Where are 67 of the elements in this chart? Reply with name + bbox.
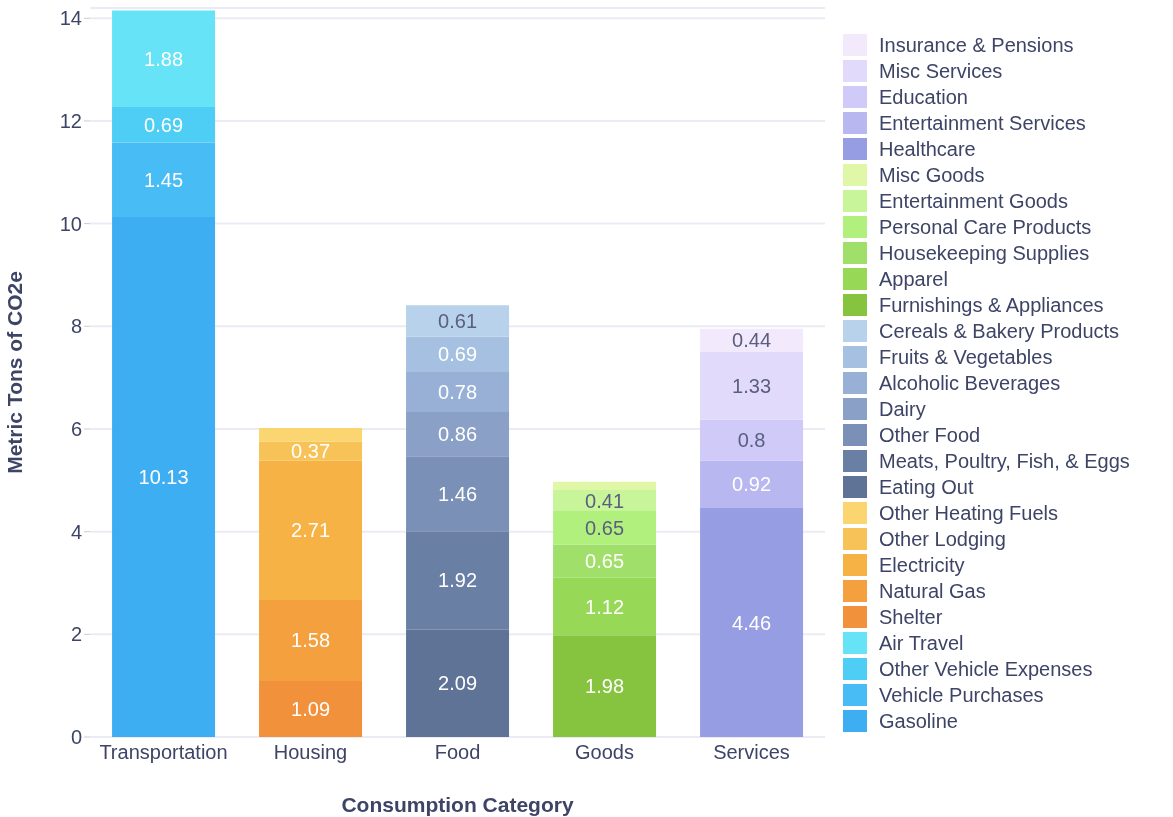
data-label: 0.78 <box>438 381 478 404</box>
data-label: 4.46 <box>732 611 772 634</box>
legend-label: Housekeeping Supplies <box>879 241 1090 265</box>
legend-label: Other Vehicle Expenses <box>879 657 1093 681</box>
data-label: 2.71 <box>291 519 331 542</box>
legend-label: Alcoholic Beverages <box>879 371 1061 395</box>
y-tick-label: 8 <box>70 315 82 338</box>
x-tick-label: Food <box>434 741 481 764</box>
y-tick-label: 4 <box>70 520 82 543</box>
data-label: 1.92 <box>438 569 478 592</box>
legend-label: Electricity <box>879 553 965 577</box>
legend-label: Gasoline <box>879 709 958 733</box>
x-tick-label: Services <box>713 741 790 764</box>
y-tick-label: 14 <box>59 7 82 30</box>
y-tick-label: 6 <box>70 418 82 441</box>
data-label: 0.8 <box>737 429 766 452</box>
x-tick-label: Housing <box>273 741 348 764</box>
data-label: 1.45 <box>144 168 184 191</box>
legend-label: Other Heating Fuels <box>879 501 1058 525</box>
x-tick-label: Transportation <box>99 741 228 764</box>
legend-label: Personal Care Products <box>879 215 1092 239</box>
data-label: 1.98 <box>585 675 625 698</box>
legend-label: Education <box>879 85 968 109</box>
legend-label: Vehicle Purchases <box>879 683 1044 707</box>
legend-label: Eating Out <box>879 475 974 499</box>
legend-label: Misc Goods <box>879 163 985 187</box>
data-label: 1.88 <box>144 47 184 70</box>
legend-label: Meats, Poultry, Fish, & Eggs <box>879 449 1130 473</box>
legend-label: Natural Gas <box>879 579 986 603</box>
data-label: 0.69 <box>144 113 184 136</box>
x-tick-label: Goods <box>575 741 634 764</box>
y-axis-title: Metric Tons of CO2e <box>3 271 27 474</box>
data-label: 0.92 <box>732 473 772 496</box>
y-tick-label: 0 <box>70 726 82 749</box>
legend-label: Apparel <box>879 267 948 291</box>
data-label: 2.09 <box>438 672 478 695</box>
legend-label: Shelter <box>879 605 943 629</box>
legend-label: Dairy <box>879 397 926 421</box>
data-label: 0.41 <box>585 489 625 512</box>
data-label: 0.86 <box>438 423 478 446</box>
data-label: 1.58 <box>291 629 331 652</box>
data-label: 1.46 <box>438 482 478 505</box>
data-label: 0.44 <box>732 329 772 352</box>
legend-label: Cereals & Bakery Products <box>879 319 1120 343</box>
legend-label: Healthcare <box>879 137 976 161</box>
legend-label: Other Lodging <box>879 527 1006 551</box>
legend-label: Misc Services <box>879 59 1003 83</box>
y-tick-label: 10 <box>59 212 82 235</box>
data-label: 0.65 <box>585 516 625 539</box>
y-tick-label: 2 <box>70 623 82 646</box>
legend-label: Insurance & Pensions <box>879 33 1074 57</box>
legend-label: Fruits & Vegetables <box>879 345 1053 369</box>
data-label: 0.61 <box>438 309 478 332</box>
legend-label: Entertainment Services <box>879 111 1086 135</box>
data-label: 10.13 <box>138 465 189 488</box>
data-label: 1.12 <box>585 595 625 618</box>
legend-label: Entertainment Goods <box>879 189 1068 213</box>
data-label: 0.37 <box>291 440 331 463</box>
data-label: 1.09 <box>291 698 331 721</box>
legend-label: Furnishings & Appliances <box>879 293 1104 317</box>
data-label: 0.69 <box>438 343 478 366</box>
y-tick-label: 12 <box>59 110 82 133</box>
legend-label: Other Food <box>879 423 981 447</box>
data-label: 1.33 <box>732 374 772 397</box>
data-label: 0.65 <box>585 550 625 573</box>
legend-label: Air Travel <box>879 631 964 655</box>
x-axis-title: Consumption Category <box>341 792 574 816</box>
